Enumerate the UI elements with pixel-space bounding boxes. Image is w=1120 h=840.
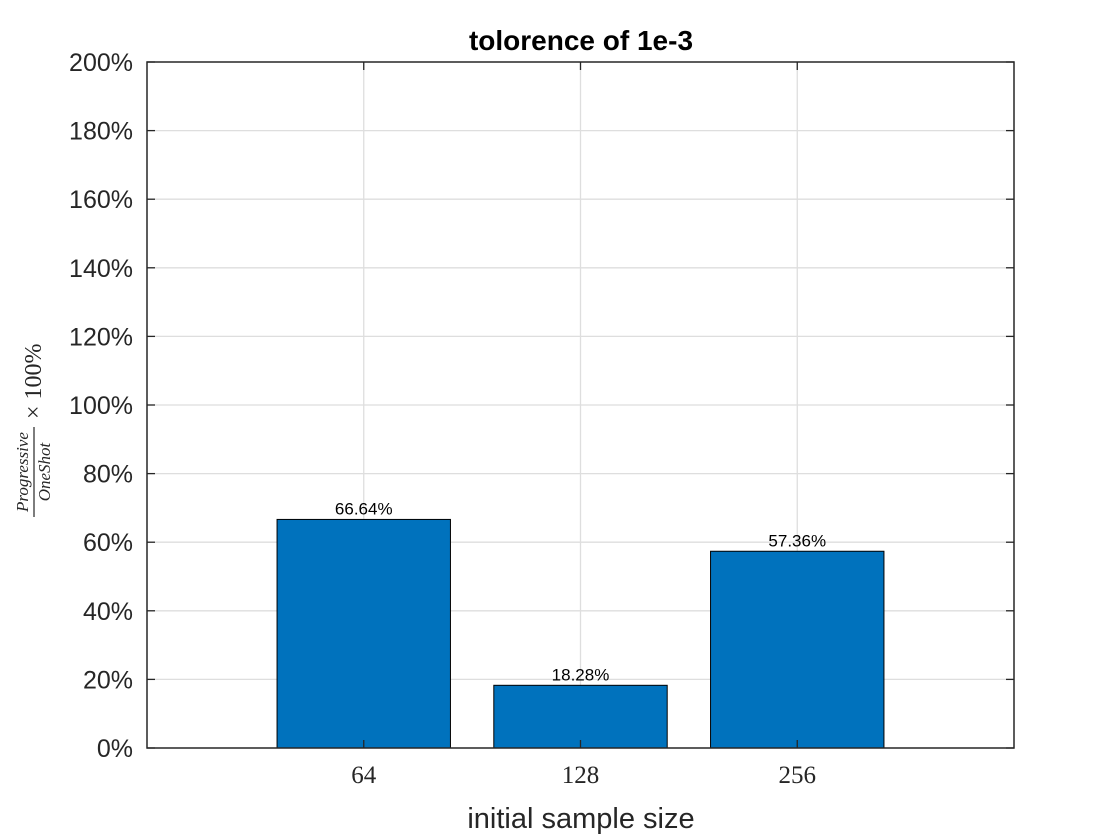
y-tick-label: 20% (83, 666, 133, 694)
y-tick-label: 60% (83, 529, 133, 557)
y-tick-label: 120% (69, 323, 133, 351)
y-tick-label: 180% (69, 118, 133, 146)
y-axis-label-numerator: Progressive (13, 432, 32, 513)
data-label: 57.36% (768, 531, 826, 550)
y-axis-label-denominator: OneShot (35, 441, 54, 501)
y-tick-label: 80% (83, 461, 133, 489)
bar (276, 518, 451, 749)
y-tick-label: 200% (69, 49, 133, 77)
x-tick-label: 256 (779, 762, 817, 789)
data-label: 66.64% (335, 499, 393, 518)
y-tick-label: 40% (83, 598, 133, 626)
x-tick-label: 128 (562, 762, 600, 789)
y-tick-label: 140% (69, 255, 133, 283)
chart-title: tolorence of 1e-3 (469, 25, 693, 56)
y-tick-label: 100% (69, 392, 133, 420)
bar (493, 684, 668, 749)
y-axis-label: Progressive OneShot × 100% (13, 343, 54, 517)
y-tick-label: 0% (97, 735, 133, 763)
plot-area: 66.64% 18.28% 57.36% 0% 20% 40% 60% 80% 100% 120%… (69, 49, 1015, 789)
y-axis-label-suffix: × 100% (21, 343, 47, 419)
data-label: 18.28% (552, 665, 610, 684)
bar (710, 550, 885, 749)
x-tick-label: 64 (351, 762, 377, 789)
x-axis-label: initial sample size (467, 803, 694, 835)
y-tick-label: 160% (69, 186, 133, 214)
